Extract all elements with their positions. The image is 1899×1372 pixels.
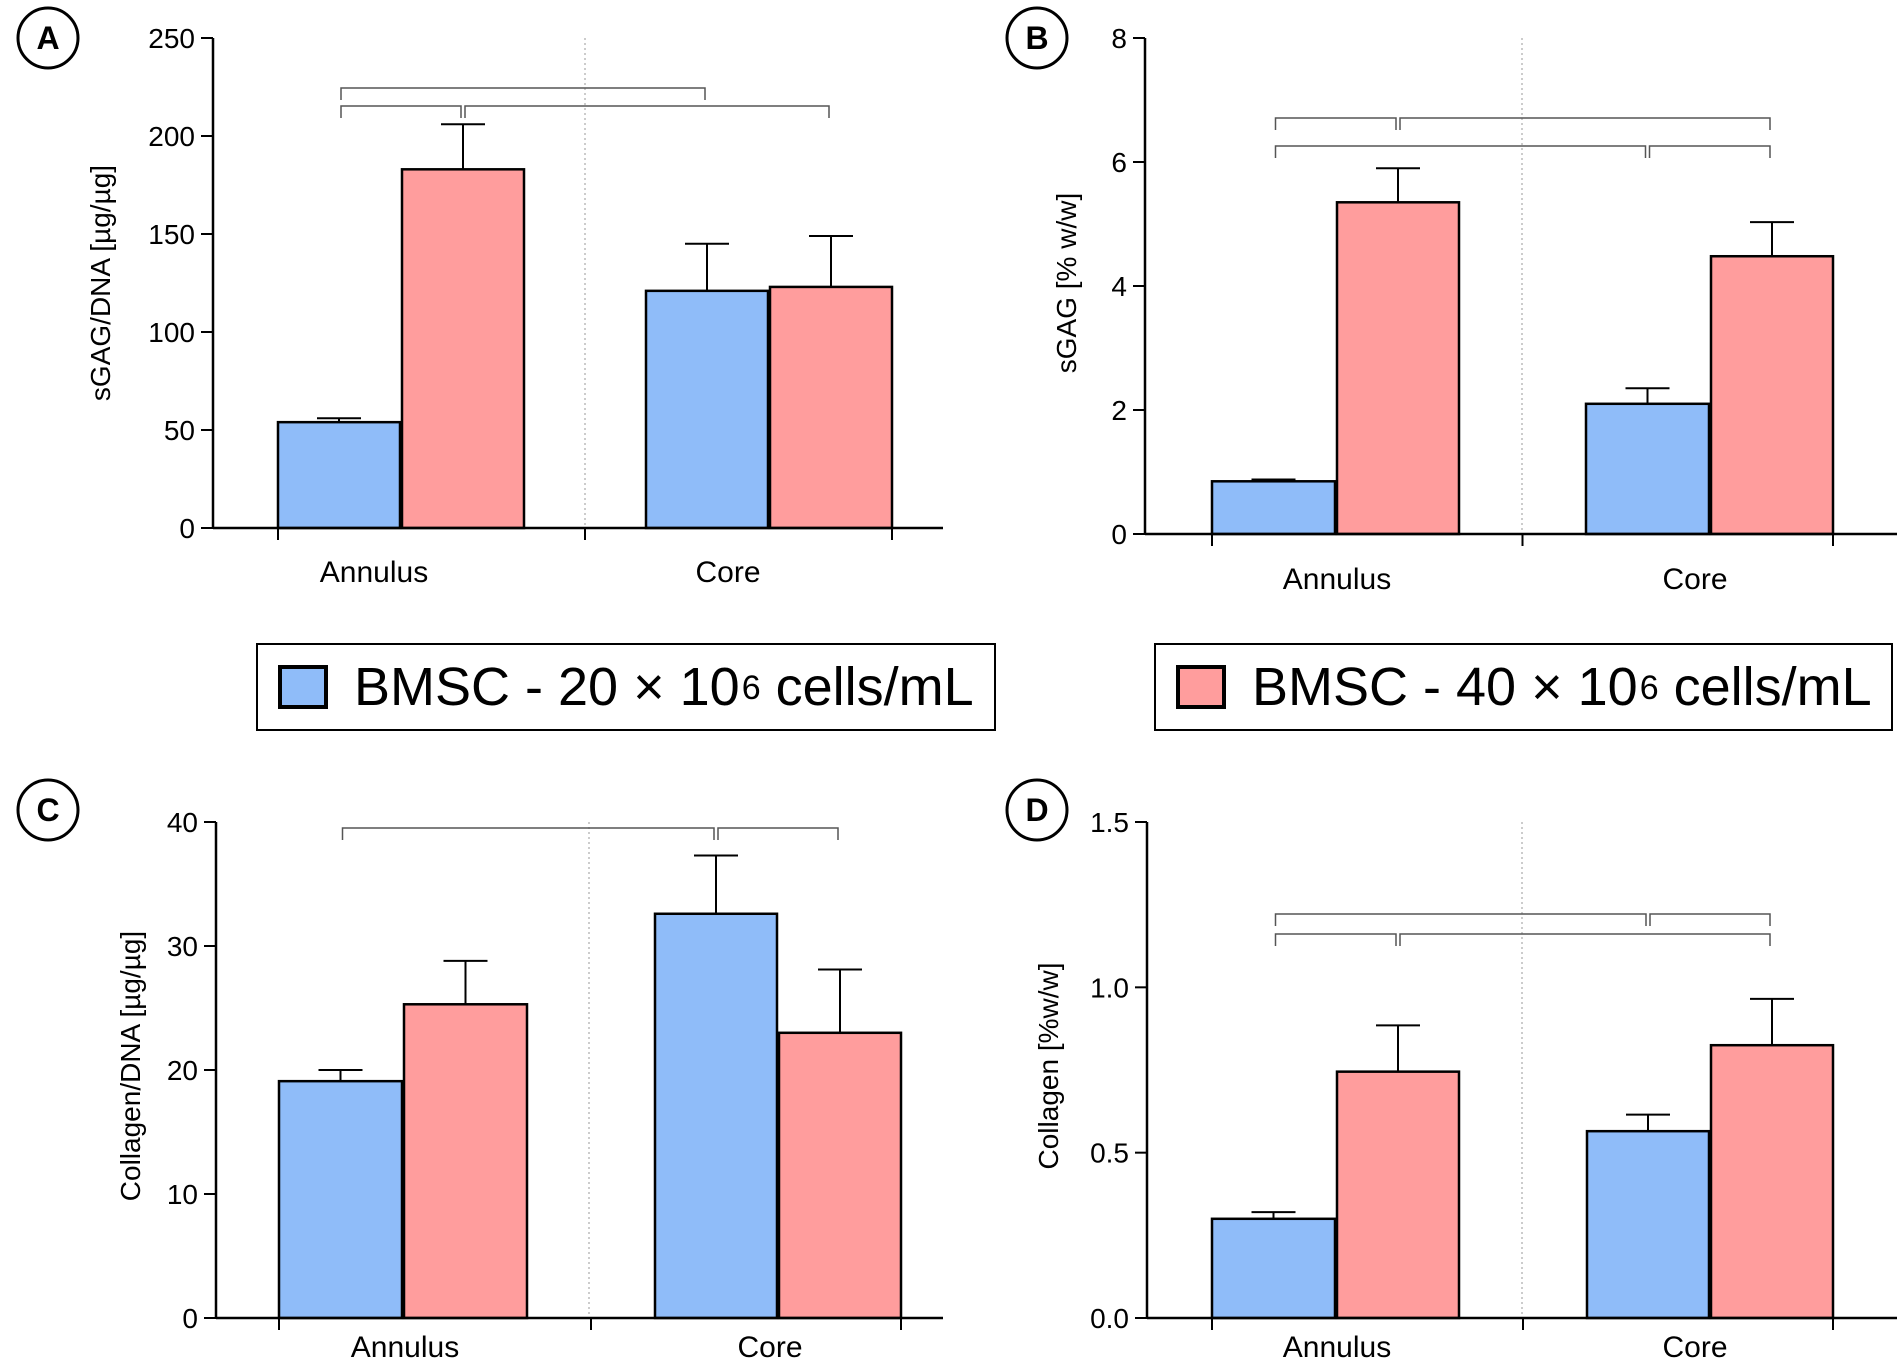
- legend-item-20m: BMSC - 20 × 10 6 cells/mL: [256, 643, 996, 731]
- x-tick-label: Annulus: [351, 1331, 459, 1364]
- bar: [277, 1079, 404, 1320]
- bar: [276, 420, 402, 530]
- y-axis-label: sGAG/DNA [µg/µg]: [85, 165, 116, 401]
- legend-label-40m-suffix: cells/mL: [1658, 657, 1872, 717]
- y-tick-label: 150: [148, 219, 195, 250]
- y-tick-label: 200: [148, 121, 195, 152]
- y-tick-label: 250: [148, 23, 195, 54]
- y-tick-label: 20: [167, 1055, 198, 1086]
- legend-label-40m-prefix: BMSC - 40 × 10: [1252, 657, 1638, 717]
- bar: [1210, 1217, 1337, 1320]
- x-tick-label: Core: [1662, 563, 1727, 596]
- y-tick-label: 0: [1111, 519, 1127, 550]
- legend-label-20m: BMSC - 20 × 10 6 cells/mL: [354, 656, 974, 718]
- bar: [644, 289, 770, 530]
- y-axis-label: Collagen/DNA [µg/µg]: [115, 931, 146, 1201]
- x-tick-label: Annulus: [1283, 1331, 1391, 1364]
- significance-bracket: [1648, 145, 1771, 158]
- bar: [1335, 1070, 1461, 1320]
- y-tick-label: 40: [167, 807, 198, 838]
- significance-bracket: [1399, 933, 1771, 946]
- legend-swatch-40m: [1176, 665, 1226, 709]
- y-tick-label: 100: [148, 317, 195, 348]
- legend-label-40m-sup: 6: [1639, 669, 1659, 707]
- panel-letter: B: [1025, 20, 1048, 56]
- significance-bracket: [341, 827, 715, 840]
- y-tick-label: 0.0: [1090, 1303, 1129, 1334]
- panel-letter: D: [1025, 792, 1048, 828]
- legend-label-20m-suffix: cells/mL: [760, 657, 974, 717]
- panel-letter: A: [36, 20, 59, 56]
- significance-bracket: [1274, 913, 1647, 926]
- legend-label-40m: BMSC - 40 × 10 6 cells/mL: [1252, 656, 1872, 718]
- panel-letter-circle: [1005, 6, 1069, 70]
- significance-bracket: [464, 105, 830, 118]
- significance-bracket: [1399, 117, 1771, 130]
- legend-swatch-20m: [278, 665, 328, 709]
- panel-letter: C: [36, 792, 59, 828]
- y-axis-label: sGAG [% w/w]: [1051, 193, 1082, 373]
- y-tick-label: 50: [164, 415, 195, 446]
- legend-item-40m: BMSC - 40 × 10 6 cells/mL: [1154, 643, 1893, 731]
- y-tick-label: 0: [182, 1303, 198, 1334]
- bar: [1709, 1043, 1835, 1320]
- y-tick-label: 8: [1111, 23, 1127, 54]
- y-tick-label: 2: [1111, 395, 1127, 426]
- bar: [653, 912, 779, 1320]
- bar: [1584, 402, 1711, 536]
- significance-bracket: [1649, 913, 1771, 926]
- x-tick-label: Annulus: [1283, 563, 1391, 596]
- bar: [1709, 254, 1835, 536]
- chart-panel-b: B 0 2 4 6 8 Annulus Core sGAG [% w/w]: [1005, 6, 1897, 596]
- bar: [402, 1003, 529, 1320]
- panel-letter-circle: [16, 778, 80, 842]
- y-tick-label: 4: [1111, 271, 1127, 302]
- y-tick-label: 1.0: [1090, 972, 1129, 1003]
- significance-bracket: [717, 827, 839, 840]
- y-tick-label: 30: [167, 931, 198, 962]
- y-tick-label: 0.5: [1090, 1138, 1129, 1169]
- y-axis-label: Collagen [%w/w]: [1033, 963, 1064, 1170]
- significance-bracket: [1274, 933, 1397, 946]
- panel-letter-circle: [16, 6, 80, 70]
- bar: [1335, 201, 1461, 536]
- y-tick-label: 10: [167, 1179, 198, 1210]
- x-tick-label: Core: [737, 1331, 802, 1364]
- x-tick-label: Core: [1662, 1331, 1727, 1364]
- chart-panel-a: A 0 50 100 150 200 250 Annulus Core sGAG/DNA [µg/…: [16, 6, 943, 589]
- bar: [1585, 1129, 1711, 1320]
- significance-bracket: [340, 105, 462, 118]
- bar: [400, 168, 526, 530]
- bar: [768, 285, 894, 530]
- bar: [777, 1031, 903, 1320]
- significance-bracket: [340, 87, 706, 100]
- y-tick-label: 1.5: [1090, 807, 1129, 838]
- x-tick-label: Core: [695, 556, 760, 589]
- significance-bracket: [1274, 117, 1397, 130]
- significance-bracket: [1274, 145, 1647, 158]
- legend-label-20m-prefix: BMSC - 20 × 10: [354, 657, 740, 717]
- chart-panel-d: D 0.0 0.5 1.0 1.5 Annulus Core Collagen [%w/w]: [1005, 778, 1897, 1364]
- chart-panel-c: C 0 10 20 30 40 Annulus Core Collagen/DNA [µg/µg…: [16, 778, 943, 1364]
- panel-letter-circle: [1005, 778, 1069, 842]
- y-tick-label: 6: [1111, 147, 1127, 178]
- legend-label-20m-sup: 6: [741, 669, 761, 707]
- bar: [1210, 480, 1337, 536]
- x-tick-label: Annulus: [320, 556, 428, 589]
- y-tick-label: 0: [179, 513, 195, 544]
